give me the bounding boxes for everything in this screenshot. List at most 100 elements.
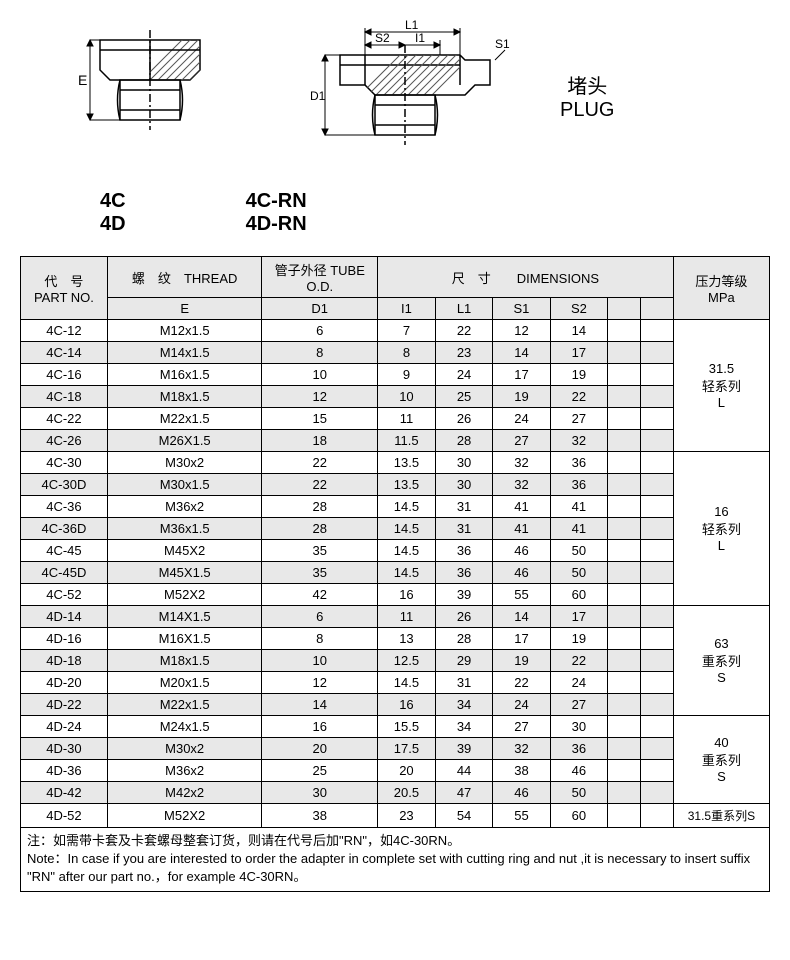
cell-part: 4D-20: [21, 672, 108, 694]
cell-i1: 8: [378, 342, 436, 364]
cell-i1: 11: [378, 606, 436, 628]
cell-blank: [608, 540, 641, 562]
cell-i1: 16: [378, 694, 436, 716]
cell-s2: 50: [550, 782, 607, 804]
cell-s2: 60: [550, 804, 607, 828]
cell-blank: [640, 518, 673, 540]
cell-l1: 36: [435, 562, 492, 584]
cell-s1: 19: [493, 650, 550, 672]
cell-part: 4D-30: [21, 738, 108, 760]
cell-s1: 41: [493, 518, 550, 540]
table-row: 4D-22M22x1.51416342427: [21, 694, 770, 716]
table-row: 4C-52M52X24216395560: [21, 584, 770, 606]
cell-l1: 28: [435, 628, 492, 650]
cell-l1: 34: [435, 716, 492, 738]
th-blank2: [640, 298, 673, 320]
model-4d: 4D: [100, 213, 126, 236]
table-row: 4D-14M14X1.561126141763重系列S: [21, 606, 770, 628]
cell-e: M52X2: [107, 584, 262, 606]
cell-part: 4C-18: [21, 386, 108, 408]
cell-i1: 13: [378, 628, 436, 650]
cell-d1: 10: [262, 364, 378, 386]
pressure-cell: 31.5重系列S: [673, 804, 769, 828]
cell-blank: [640, 320, 673, 342]
cell-e: M30x1.5: [107, 474, 262, 496]
cell-s2: 14: [550, 320, 607, 342]
cell-d1: 12: [262, 672, 378, 694]
cell-d1: 35: [262, 562, 378, 584]
cell-d1: 16: [262, 716, 378, 738]
cell-blank: [608, 738, 641, 760]
cell-blank: [608, 694, 641, 716]
cell-part: 4D-36: [21, 760, 108, 782]
cell-e: M18x1.5: [107, 386, 262, 408]
cell-d1: 30: [262, 782, 378, 804]
cell-d1: 14: [262, 694, 378, 716]
cell-s2: 17: [550, 342, 607, 364]
diagram-4c-rn: L1 S2 I1 S1 D1: [270, 20, 530, 180]
cell-i1: 14.5: [378, 562, 436, 584]
cell-blank: [640, 364, 673, 386]
spec-table: 代 号 PART NO. 螺 纹 THREAD 管子外径 TUBE O.D. 尺…: [20, 256, 770, 828]
table-row: 4D-18M18x1.51012.5291922: [21, 650, 770, 672]
cell-s1: 38: [493, 760, 550, 782]
cell-d1: 35: [262, 540, 378, 562]
cell-blank: [608, 672, 641, 694]
cell-d1: 10: [262, 650, 378, 672]
cell-blank: [608, 562, 641, 584]
cell-s2: 19: [550, 364, 607, 386]
th-blank1: [608, 298, 641, 320]
cell-blank: [608, 452, 641, 474]
cell-e: M16x1.5: [107, 364, 262, 386]
cell-s2: 22: [550, 386, 607, 408]
table-row: 4C-45M45X23514.5364650: [21, 540, 770, 562]
cell-d1: 12: [262, 386, 378, 408]
cell-part: 4C-14: [21, 342, 108, 364]
table-row: 4D-20M20x1.51214.5312224: [21, 672, 770, 694]
cell-l1: 36: [435, 540, 492, 562]
cell-blank: [608, 496, 641, 518]
cell-s2: 27: [550, 694, 607, 716]
cell-part: 4D-18: [21, 650, 108, 672]
cell-s2: 17: [550, 606, 607, 628]
th-e: E: [107, 298, 262, 320]
cell-s2: 50: [550, 540, 607, 562]
cell-d1: 22: [262, 452, 378, 474]
cell-blank: [608, 606, 641, 628]
cell-blank: [640, 672, 673, 694]
cell-part: 4C-30D: [21, 474, 108, 496]
th-dim: 尺 寸 DIMENSIONS: [378, 257, 674, 298]
cell-blank: [608, 364, 641, 386]
cell-blank: [640, 628, 673, 650]
cell-s1: 41: [493, 496, 550, 518]
cell-d1: 8: [262, 342, 378, 364]
diagram-4c-svg: E: [20, 20, 240, 180]
cell-blank: [640, 694, 673, 716]
cell-d1: 20: [262, 738, 378, 760]
cell-blank: [640, 716, 673, 738]
cell-s2: 46: [550, 760, 607, 782]
cell-s1: 46: [493, 540, 550, 562]
cell-blank: [608, 342, 641, 364]
model-4d-rn: 4D-RN: [246, 213, 307, 236]
diagram-4c-rn-svg: L1 S2 I1 S1 D1: [270, 20, 530, 180]
dim-label-d1: D1: [310, 89, 326, 103]
cell-e: M22x1.5: [107, 408, 262, 430]
cell-part: 4C-30: [21, 452, 108, 474]
cell-s1: 27: [493, 430, 550, 452]
pressure-cell: 31.5轻系列L: [673, 320, 769, 452]
dim-label-s1: S1: [495, 37, 510, 51]
cell-s1: 24: [493, 408, 550, 430]
cell-i1: 11.5: [378, 430, 436, 452]
cell-e: M16X1.5: [107, 628, 262, 650]
cell-part: 4C-52: [21, 584, 108, 606]
cell-part: 4C-45D: [21, 562, 108, 584]
diagram-4c: E: [20, 20, 240, 180]
cell-blank: [608, 782, 641, 804]
cell-i1: 7: [378, 320, 436, 342]
table-row: 4C-36DM36x1.52814.5314141: [21, 518, 770, 540]
dim-label-s2: S2: [375, 31, 390, 45]
cell-blank: [608, 584, 641, 606]
cell-e: M30x2: [107, 452, 262, 474]
cell-l1: 34: [435, 694, 492, 716]
